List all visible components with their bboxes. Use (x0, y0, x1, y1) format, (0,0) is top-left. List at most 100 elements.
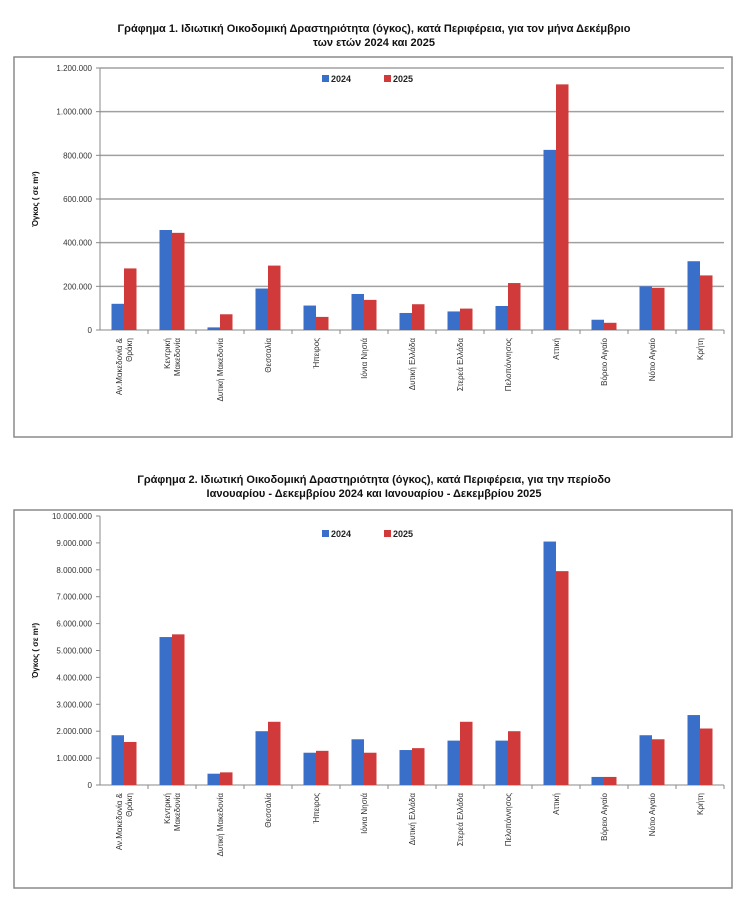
legend-swatch-2024 (322, 75, 329, 82)
bar-2024 (687, 715, 700, 785)
y-tick-label: 1.000.000 (56, 108, 92, 117)
legend-label-2024: 2024 (331, 74, 351, 84)
y-tick-label: 400.000 (63, 239, 92, 248)
bar-2025 (604, 776, 617, 785)
y-tick-label: 800.000 (63, 151, 92, 160)
chart-1: 0 200.000 400.000 600.000 800.000 1.000.000 1.… (13, 56, 733, 438)
bar-2024 (207, 773, 220, 785)
x-tick-label: Θράκη (125, 338, 134, 362)
legend-swatch-2024 (322, 530, 329, 537)
bar-2024 (687, 261, 700, 330)
legend-label-2025: 2025 (393, 529, 413, 539)
bar-2025 (364, 752, 377, 785)
bar-2024 (351, 739, 364, 785)
x-tick-label: Μακεδονία (173, 793, 182, 832)
bar-2024 (351, 293, 364, 330)
y-tick-label: 0 (88, 326, 93, 335)
bar-2025 (124, 741, 137, 785)
x-tick-label: Βόρειο Αιγαίο (600, 792, 609, 840)
bar-2024 (399, 750, 412, 785)
x-tick-label: Θεσσαλία (264, 793, 273, 828)
bar-2024 (543, 149, 556, 330)
bar-2025 (604, 322, 617, 330)
bar-2025 (220, 314, 233, 330)
bar-2025 (460, 308, 473, 330)
x-tick-label: Πελοπόννησος (504, 793, 513, 846)
x-tick-label: Μακεδονία (173, 338, 182, 377)
bar-2024 (303, 305, 316, 330)
bar-2024 (639, 735, 652, 785)
chart2-title-line2: Ιανουαρίου - Δεκεμβρίου 2024 και Ιανουαρ… (206, 488, 542, 500)
x-tick-label: Πελοπόννησος (504, 338, 513, 391)
y-tick-label: 5.000.000 (56, 647, 92, 656)
x-tick-label: Ιόνια Νησιά (360, 793, 369, 834)
y-tick-label: 0 (88, 781, 93, 790)
chart2-title-line1: Γράφημα 2. Ιδιωτική Οικοδομική Δραστηριό… (137, 474, 611, 486)
bar-2024 (495, 740, 508, 785)
x-tick-label: Αττική (552, 338, 561, 360)
y-tick-label: 2.000.000 (56, 727, 92, 736)
bar-2025 (268, 265, 281, 330)
legend-swatch-2025 (384, 530, 391, 537)
bar-2024 (639, 286, 652, 330)
bar-2025 (316, 750, 329, 785)
x-tick-label: Δυτική Ελλάδα (408, 338, 417, 391)
bar-2025 (172, 634, 185, 785)
y-tick-label: 1.200.000 (56, 64, 92, 73)
bar-2025 (172, 232, 185, 330)
x-tick-label: Ήπειρος (312, 793, 321, 825)
x-tick-label: Δυτική Ελλάδα (408, 793, 417, 846)
bar-2025 (124, 268, 137, 330)
bar-2025 (220, 772, 233, 785)
bar-2025 (652, 739, 665, 785)
x-tick-label: Αν.Μακεδονία & (115, 792, 124, 850)
bar-2024 (447, 740, 460, 785)
x-tick-label: Βόρειο Αιγαίο (600, 337, 609, 385)
y-tick-label: 1.000.000 (56, 754, 92, 763)
x-tick-label: Στερεά Ελλάδα (456, 338, 465, 392)
bar-2024 (111, 735, 124, 785)
chart1-title-line2: των ετών 2024 και 2025 (313, 37, 435, 49)
bar-2025 (316, 316, 329, 330)
bar-2024 (543, 541, 556, 785)
chart2-title: Γράφημα 2. Ιδιωτική Οικοδομική Δραστηριό… (0, 473, 748, 501)
bar-2024 (399, 312, 412, 330)
bar-2024 (591, 776, 604, 785)
x-tick-label: Κρήτη (696, 338, 705, 360)
y-tick-label: 4.000.000 (56, 673, 92, 682)
bar-2024 (159, 230, 172, 330)
y-tick-label: 200.000 (63, 282, 92, 291)
legend-label-2024: 2024 (331, 529, 351, 539)
x-tick-label: Δυτική Μακεδονία (216, 793, 225, 857)
y-tick-label: 10.000.000 (52, 512, 93, 521)
bar-2024 (495, 305, 508, 330)
bar-2025 (652, 287, 665, 330)
bar-2025 (412, 748, 425, 785)
y-axis-label: Όγκος ( σε m³) (31, 623, 40, 680)
bar-2025 (556, 571, 569, 785)
bar-2025 (556, 84, 569, 330)
x-tick-label: Κεντρική (163, 793, 172, 824)
x-tick-label: Στερεά Ελλάδα (456, 793, 465, 847)
chart-2: 0 1.000.000 2.000.000 3.000.000 4.000.000 5.0… (13, 509, 733, 889)
x-tick-label: Αττική (552, 793, 561, 815)
y-tick-label: 600.000 (63, 195, 92, 204)
legend-swatch-2025 (384, 75, 391, 82)
y-tick-label: 3.000.000 (56, 700, 92, 709)
x-tick-label: Αν.Μακεδονία & (115, 337, 124, 395)
x-tick-label: Νότιο Αιγαίο (648, 337, 657, 381)
bar-2024 (111, 303, 124, 330)
x-tick-label: Κεντρική (163, 338, 172, 369)
bar-2025 (412, 304, 425, 330)
bar-2025 (700, 728, 713, 785)
bar-2024 (303, 752, 316, 785)
bar-2025 (508, 283, 521, 330)
bar-2024 (591, 319, 604, 330)
y-tick-label: 8.000.000 (56, 566, 92, 575)
x-tick-label: Θεσσαλία (264, 338, 273, 373)
bar-2025 (700, 275, 713, 330)
bar-2025 (364, 299, 377, 330)
x-tick-label: Θράκη (125, 793, 134, 817)
x-tick-label: Ήπειρος (312, 338, 321, 370)
